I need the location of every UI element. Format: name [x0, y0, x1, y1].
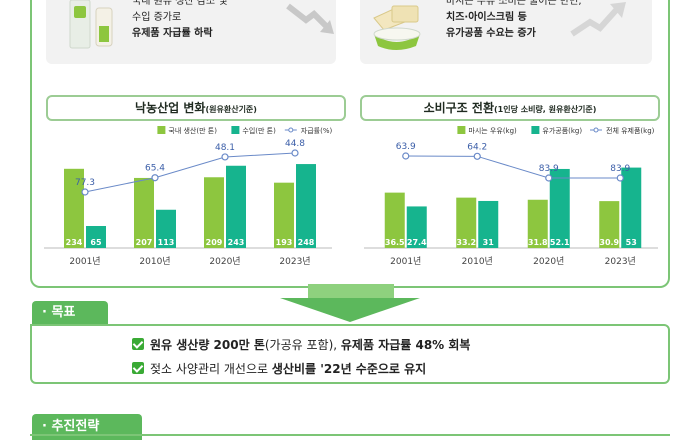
- bar-value-label: 243: [228, 238, 245, 247]
- bar-value-label: 65: [90, 238, 102, 247]
- milk-carton-icon: [69, 0, 113, 49]
- x-tick-label: 2020년: [209, 256, 240, 267]
- goal-item-1: 원유 생산량 200만 톤(가공유 포함), 유제품 자급률 48% 회복: [132, 336, 470, 354]
- x-tick-label: 2001년: [69, 256, 100, 267]
- line-value-label: 65.4: [145, 164, 165, 174]
- checkbox-icon: [132, 362, 144, 374]
- legend-label: 국내 생산(만 톤): [168, 126, 217, 135]
- bar: [64, 168, 84, 248]
- bar-value-label: 53: [626, 238, 637, 247]
- bar: [204, 177, 224, 248]
- line-value-label: 83.9: [539, 164, 559, 174]
- bar: [156, 209, 176, 248]
- production-card-text: 국내 원유 생산 감소 및 수입 증가로 유제품 자급률 하락: [132, 0, 228, 39]
- chart-legend: 자급률(%) 수입(만 톤) 국내 생산(만 톤): [157, 126, 333, 135]
- goal-tag: · 목표: [32, 301, 108, 325]
- bar-value-label: 36.5: [385, 238, 405, 247]
- line-value-label: 77.3: [75, 178, 95, 188]
- checkbox-icon: [132, 338, 144, 350]
- bar: [621, 167, 642, 248]
- legend-label: 전체 유제품(kg): [606, 126, 655, 135]
- line-point: [473, 152, 481, 160]
- x-tick-label: 2023년: [279, 256, 310, 267]
- bar: [134, 177, 154, 248]
- bar: [384, 192, 405, 248]
- trend-down-arrow-icon: [286, 3, 334, 34]
- bar: [527, 199, 548, 248]
- bar-value-label: 207: [136, 238, 153, 247]
- x-tick-label: 2023년: [605, 256, 636, 267]
- legend-label: 마시는 우유(kg): [468, 126, 517, 135]
- chart-title-dairy-industry: 낙농산업 변화(원유환산기준): [46, 95, 346, 121]
- bar: [549, 168, 570, 248]
- bar-value-label: 31: [483, 238, 495, 247]
- legend-swatch: [531, 126, 540, 134]
- line-point: [81, 188, 89, 196]
- chart-title-consumption: 소비구조 전환(1인당 소비량, 원유환산기준): [360, 95, 660, 121]
- legend-label: 수입(만 톤): [242, 126, 276, 135]
- legend-label: 유가공품(kg): [542, 126, 582, 135]
- line-value-label: 44.8: [285, 139, 305, 149]
- bar: [86, 226, 106, 248]
- bar-value-label: 248: [298, 238, 315, 247]
- bar-value-label: 31.8: [528, 238, 548, 247]
- line-series: [405, 155, 621, 179]
- goal-item-2: 젖소 사양관리 개선으로 생산비를 '22년 수준으로 유지: [132, 360, 426, 378]
- strategy-box: [30, 434, 670, 440]
- bar-value-label: 30.9: [599, 238, 619, 247]
- bar-value-label: 33.2: [456, 238, 476, 247]
- flow-down-arrow-icon: [280, 284, 420, 322]
- line-value-label: 83.9: [610, 164, 630, 174]
- bar: [456, 197, 477, 248]
- bar-value-label: 209: [206, 238, 223, 247]
- chart-legend: 전체 유제품(kg) 유가공품(kg) 마시는 우유(kg): [457, 126, 655, 135]
- bar: [274, 182, 294, 248]
- line-value-label: 64.2: [467, 142, 487, 152]
- chart-consumption: 전체 유제품(kg) 유가공품(kg) 마시는 우유(kg) 36.5 27.4 2001…: [364, 126, 658, 267]
- x-tick-label: 2010년: [462, 256, 493, 267]
- line-point: [402, 152, 410, 160]
- line-value-label: 48.1: [215, 143, 235, 153]
- bar-value-label: 193: [276, 238, 293, 247]
- legend-marker: [288, 127, 294, 133]
- x-tick-label: 2010년: [139, 256, 170, 267]
- legend-swatch: [231, 126, 240, 134]
- bar-value-label: 27.4: [407, 238, 427, 247]
- bar-value-label: 234: [66, 238, 83, 247]
- line-value-label: 63.9: [396, 142, 416, 152]
- bar-value-label: 113: [158, 238, 175, 247]
- x-tick-label: 2020년: [533, 256, 564, 267]
- legend-swatch: [457, 126, 466, 134]
- bar: [406, 206, 427, 248]
- bar: [478, 200, 499, 248]
- chart-dairy-industry: 자급률(%) 수입(만 톤) 국내 생산(만 톤) 234 65 2001년 207 113 2…: [44, 126, 333, 267]
- line-point: [151, 174, 159, 182]
- bar: [599, 201, 620, 248]
- line-series: [84, 152, 296, 193]
- legend-swatch: [157, 126, 166, 134]
- x-tick-label: 2001년: [390, 256, 421, 267]
- legend-label: 자급률(%): [301, 126, 333, 135]
- bar: [296, 164, 316, 248]
- consumption-card-text: 마시는 우유 소비는 줄어든 반면, 치즈·아이스크림 등 유가공품 수요는 증…: [446, 0, 582, 39]
- trend-up-arrow-icon: [570, 2, 626, 37]
- bar-value-label: 52.1: [550, 238, 570, 247]
- bar: [226, 165, 246, 248]
- line-point: [545, 174, 553, 182]
- line-point: [221, 153, 229, 161]
- line-point: [291, 149, 299, 157]
- production-card: 국내 원유 생산 감소 및 수입 증가로 유제품 자급률 하락: [46, 0, 336, 64]
- goal-box: [30, 324, 670, 384]
- legend-marker: [593, 127, 599, 133]
- line-point: [616, 174, 624, 182]
- cheese-icecream-icon: [373, 5, 421, 50]
- consumption-card: 마시는 우유 소비는 줄어든 반면, 치즈·아이스크림 등 유가공품 수요는 증…: [360, 0, 652, 64]
